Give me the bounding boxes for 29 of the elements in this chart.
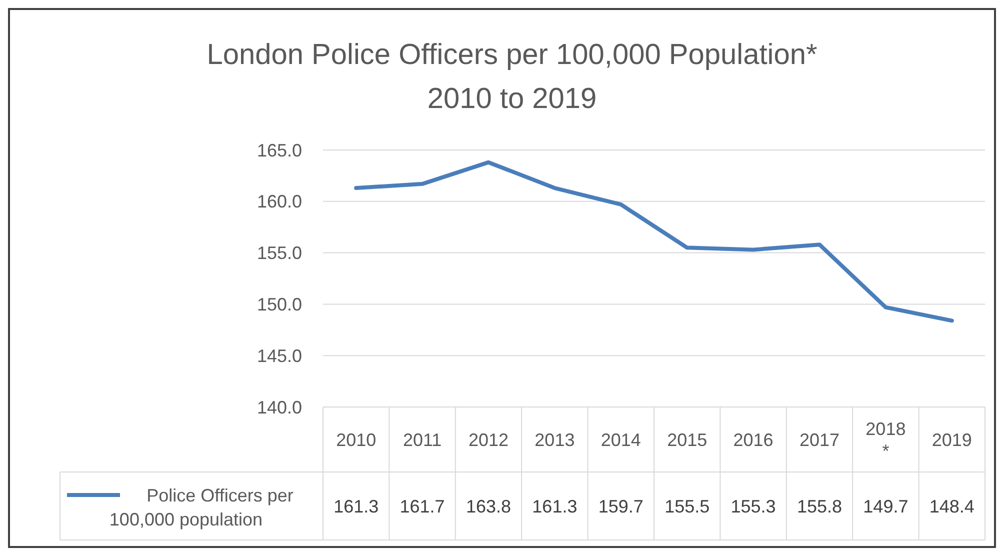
x-tick-label: 2010	[336, 430, 376, 450]
x-tick-label: 2017	[799, 430, 840, 450]
data-label: 161.7	[400, 496, 445, 516]
line-series	[354, 160, 954, 323]
data-label: 161.3	[532, 496, 578, 516]
x-tick-label: 2016	[733, 430, 774, 450]
y-tick-label: 165.0	[256, 140, 302, 160]
data-label: 161.3	[334, 496, 379, 516]
data-label: 163.8	[466, 496, 512, 516]
y-tick-label: 150.0	[256, 294, 302, 314]
x-tick-label: 2014	[600, 430, 641, 450]
x-tick-label: 2011	[402, 430, 442, 450]
y-tick-label: 160.0	[256, 192, 302, 212]
chart-title: London Police Officers per 100,000 Population* 2010 to 2019	[206, 39, 818, 115]
x-tick-label: 2013	[534, 430, 575, 450]
x-tick-label: 2012	[468, 430, 509, 450]
y-tick-label: 155.0	[256, 243, 302, 264]
data-label: 155.8	[796, 496, 842, 516]
data-label: 155.3	[730, 496, 776, 516]
x-tick-label: 2019	[932, 430, 972, 450]
data-label: 148.4	[929, 496, 974, 516]
y-tick-label: 140.0	[256, 397, 302, 418]
data-label: 149.7	[863, 496, 908, 516]
legend-label: Police Officers per 100,000 population	[109, 485, 294, 530]
data-label: 159.7	[598, 496, 644, 516]
x-tick-label: 2015	[667, 430, 708, 450]
data-label: 155.5	[664, 496, 710, 516]
x-tick-label: 2018 *	[866, 418, 906, 461]
y-tick-label: 145.0	[256, 346, 302, 366]
